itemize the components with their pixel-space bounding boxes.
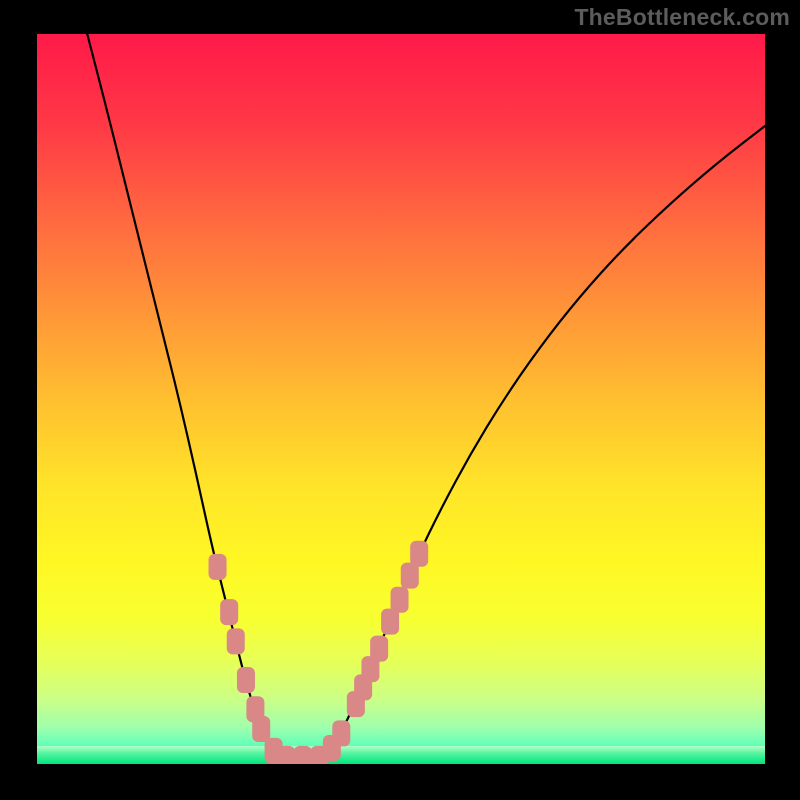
watermark-text: TheBottleneck.com xyxy=(574,4,790,31)
plot-area xyxy=(37,34,765,764)
chart-canvas: TheBottleneck.com xyxy=(0,0,800,800)
background-gradient xyxy=(37,34,765,764)
bottom-green-band xyxy=(37,746,765,764)
